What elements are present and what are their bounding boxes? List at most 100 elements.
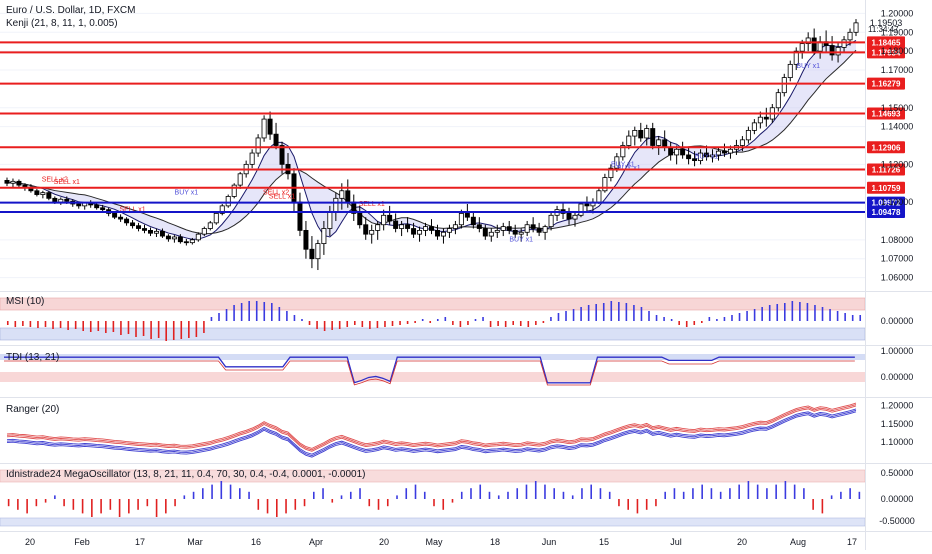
price-pane[interactable]: SELL x2 SELL x1 SELL x1 BUY x1 SELL x2 SELL x… xyxy=(0,0,932,291)
candle-body xyxy=(118,216,124,220)
level-price-badge xyxy=(867,181,905,194)
candle-body xyxy=(405,224,411,229)
candle-body xyxy=(620,145,626,158)
ranger-chart: 1.20000 1.15000 1.10000 xyxy=(6,401,914,458)
candle-body xyxy=(327,211,333,229)
price-tick-label: 1.12000 xyxy=(881,159,914,169)
candle-body xyxy=(680,148,686,156)
candle-body xyxy=(727,148,733,154)
candle-body xyxy=(721,150,727,154)
candle-body xyxy=(626,135,632,146)
time-axis-svg: 20 Feb 17 Mar 16 Apr 20 May 18 Jun 15 Jul 20 Aug 17 xyxy=(25,537,857,547)
candle-body xyxy=(476,224,482,229)
countdown: 11:34:47 xyxy=(868,25,899,34)
level-price-badge xyxy=(867,163,905,176)
candle-body xyxy=(339,190,345,199)
candle-body xyxy=(536,228,542,233)
candle-body xyxy=(195,233,201,241)
candle-body xyxy=(841,39,847,48)
ranger-tick-label: 1.15000 xyxy=(881,419,914,429)
candle-body xyxy=(650,128,656,146)
candle-body xyxy=(829,45,835,56)
candle-body xyxy=(494,229,500,233)
last-price-label: 1.19503 xyxy=(870,18,903,28)
ranger-upper-line xyxy=(6,402,857,449)
msi-tick-label: 0.00000 xyxy=(881,316,914,326)
candle-body xyxy=(572,214,578,220)
last-price-badge xyxy=(867,16,905,29)
tdi-tick-label: 0.00000 xyxy=(881,372,914,382)
price-y-axis: 1.20000 1.19000 1.18000 1.17000 1.15000 1.140… xyxy=(881,8,914,282)
candle-body xyxy=(207,222,213,229)
mega-oscillator-label: Idnistrade24 MegaOscillator (13, 8, 21, … xyxy=(6,469,366,480)
candle-body xyxy=(213,213,219,224)
candle-body xyxy=(52,197,58,203)
candle-body xyxy=(411,228,417,235)
kenji-indicator-label: Kenji (21, 8, 11, 1, 0.005) xyxy=(6,18,118,29)
candle-body xyxy=(423,226,429,231)
candle-body xyxy=(16,180,22,186)
candle-body xyxy=(674,148,680,156)
candle-body xyxy=(147,229,153,234)
candle-body xyxy=(363,224,369,235)
price-tick-label: 1.08000 xyxy=(881,235,914,245)
msi-upper-band xyxy=(0,297,866,311)
candle-body xyxy=(34,190,40,195)
price-tick-label: 1.06000 xyxy=(881,273,914,283)
price-tick-label: 1.18000 xyxy=(881,46,914,56)
tdi-lower-band xyxy=(0,372,865,382)
candle-body xyxy=(321,228,327,245)
price-tick-label: 1.20000 xyxy=(881,8,914,18)
candle-body xyxy=(273,133,279,146)
time-axis[interactable]: 20 Feb 17 Mar 16 Apr 20 May 18 Jun 15 Jul 20 Aug 17 xyxy=(0,531,932,551)
candle-body xyxy=(578,203,584,216)
signal-label: BUY x1 xyxy=(509,237,533,244)
msi-pane[interactable]: 0.00000 MSI (10) xyxy=(0,291,932,346)
candle-body xyxy=(656,139,662,146)
signal-label: BUY x1 xyxy=(617,165,641,172)
candle-body xyxy=(267,118,273,135)
mega-tick-label: -0.50000 xyxy=(879,516,915,526)
tdi-pane[interactable]: 1.00000 0.00000 TDI (13, 21) xyxy=(0,345,932,398)
level-price-label: 1.09478 xyxy=(872,208,901,217)
candle-body xyxy=(614,156,620,169)
candle-body xyxy=(692,158,698,161)
candle-body xyxy=(429,226,434,231)
candle-body xyxy=(781,77,787,94)
time-tick-label: Jul xyxy=(670,537,682,547)
mega-lower-band xyxy=(0,517,866,527)
candle-body xyxy=(668,146,674,156)
ranger-upper-line xyxy=(6,405,857,452)
candle-body xyxy=(500,226,506,231)
candle-body xyxy=(524,224,530,233)
ranger-pane[interactable]: 1.20000 1.15000 1.10000 Ranger (20) xyxy=(0,397,932,464)
candle-body xyxy=(596,190,602,203)
tdi-line xyxy=(4,356,855,384)
time-tick-label: 17 xyxy=(135,537,145,547)
candle-body xyxy=(757,116,763,124)
candle-body xyxy=(345,190,351,203)
time-tick-label: Mar xyxy=(187,537,203,547)
signal-label: SELL x1 xyxy=(54,179,80,186)
candle-body xyxy=(763,116,769,120)
time-tick-label: 17 xyxy=(847,537,857,547)
tdi-chart: 1.00000 0.00000 xyxy=(0,346,914,386)
candle-body xyxy=(458,213,464,226)
candle-body xyxy=(482,228,488,237)
candle-body xyxy=(10,180,16,184)
signal-label: SELL x2 xyxy=(42,176,68,183)
candle-body xyxy=(76,203,82,207)
candle-body xyxy=(297,201,303,231)
ranger-upper-line xyxy=(6,404,857,451)
ranger-lower-line xyxy=(6,409,857,457)
level-price-badge xyxy=(867,141,905,154)
mega-oscillator-pane[interactable]: 0.50000 0.00000 -0.50000 Idnistrade24 Mega… xyxy=(0,463,932,532)
candle-body xyxy=(177,236,183,243)
candle-body xyxy=(662,139,668,148)
time-tick-label: 20 xyxy=(379,537,389,547)
candle-body xyxy=(219,205,225,214)
time-tick-label: Feb xyxy=(74,537,90,547)
